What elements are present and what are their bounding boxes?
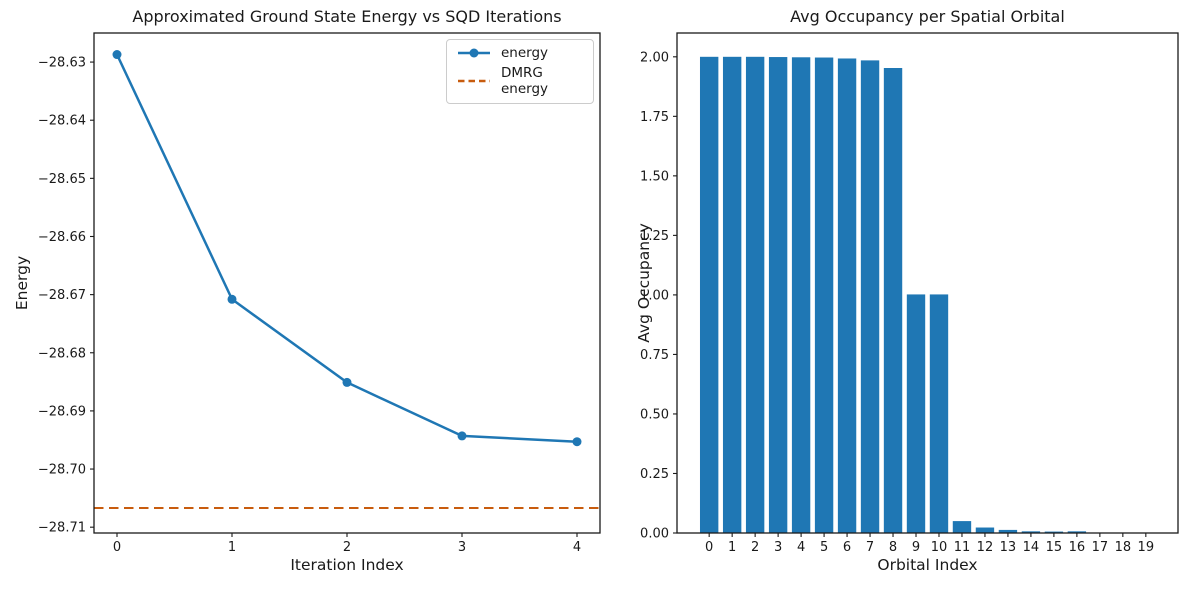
legend-entry-energy: energy	[457, 45, 583, 61]
y-tick-label: −28.70	[38, 463, 86, 478]
x-tick-label: 17	[1092, 540, 1109, 555]
x-tick-label: 7	[866, 540, 874, 555]
x-tick-label: 1	[728, 540, 736, 555]
bar	[860, 60, 880, 533]
bar	[1021, 531, 1041, 533]
bar	[929, 294, 949, 533]
x-tick-label: 4	[797, 540, 805, 555]
bar	[837, 58, 857, 533]
x-tick-label: 19	[1138, 540, 1155, 555]
bar	[906, 294, 926, 533]
bar	[814, 57, 834, 534]
bar	[1044, 531, 1064, 533]
y-tick-label: 1.25	[640, 229, 669, 244]
y-tick-label: −28.71	[38, 521, 86, 536]
y-tick-label: −28.65	[38, 172, 86, 187]
x-tick-label: 2	[343, 540, 351, 555]
bar	[1067, 531, 1087, 533]
y-tick-label: 0.00	[640, 527, 669, 542]
y-tick-label: −28.63	[38, 56, 86, 71]
legend: energy DMRG energy	[446, 39, 594, 104]
data-point	[457, 431, 467, 441]
right-chart-xlabel: Orbital Index	[877, 556, 978, 574]
data-point	[227, 294, 237, 304]
y-tick-label: 1.00	[640, 288, 669, 303]
x-tick-label: 6	[843, 540, 851, 555]
y-tick-label: 0.50	[640, 407, 669, 422]
axes-frame	[93, 32, 601, 534]
x-tick-label: 9	[912, 540, 920, 555]
bar	[952, 521, 972, 533]
data-point	[342, 377, 352, 387]
x-tick-label: 18	[1115, 540, 1132, 555]
axes-frame	[676, 32, 1179, 534]
x-tick-label: 12	[977, 540, 994, 555]
bar	[883, 68, 903, 533]
x-tick-label: 0	[705, 540, 713, 555]
x-tick-label: 0	[113, 540, 121, 555]
x-tick-label: 3	[458, 540, 466, 555]
bar	[791, 57, 811, 534]
y-tick-label: −28.66	[38, 230, 86, 245]
x-tick-label: 8	[889, 540, 897, 555]
x-tick-label: 13	[1000, 540, 1017, 555]
bar	[975, 527, 995, 533]
y-tick-label: −28.64	[38, 114, 86, 129]
legend-entry-dmrg: DMRG energy	[457, 65, 583, 97]
legend-label-dmrg: DMRG energy	[501, 65, 549, 97]
bar	[722, 56, 742, 534]
data-point	[112, 50, 122, 60]
right-chart-ylabel: Avg Occupancy	[635, 223, 653, 343]
x-tick-label: 1	[228, 540, 236, 555]
bar	[699, 56, 719, 534]
left-chart-title: Approximated Ground State Energy vs SQD …	[132, 7, 562, 26]
y-tick-label: 1.50	[640, 169, 669, 184]
left-chart-ylabel: Energy	[13, 255, 31, 311]
x-tick-label: 15	[1046, 540, 1063, 555]
x-tick-label: 5	[820, 540, 828, 555]
data-point	[572, 437, 582, 447]
y-tick-label: −28.67	[38, 288, 86, 303]
x-tick-label: 2	[751, 540, 759, 555]
right-chart-title: Avg Occupancy per Spatial Orbital	[790, 7, 1065, 26]
bar	[745, 56, 765, 534]
x-tick-label: 3	[774, 540, 782, 555]
bar	[998, 529, 1018, 533]
x-tick-label: 4	[573, 540, 581, 555]
x-tick-label: 16	[1069, 540, 1086, 555]
y-tick-label: 0.25	[640, 467, 669, 482]
y-tick-label: 0.75	[640, 348, 669, 363]
energy-line-sample-icon	[458, 48, 490, 58]
bar	[768, 57, 788, 534]
y-tick-label: −28.68	[38, 346, 86, 361]
dmrg-dashed-line-sample-icon	[458, 79, 490, 83]
y-tick-label: 1.75	[640, 110, 669, 125]
legend-label-energy: energy	[501, 45, 549, 61]
y-tick-label: 2.00	[640, 50, 669, 65]
x-tick-label: 10	[931, 540, 948, 555]
y-tick-label: −28.69	[38, 404, 86, 419]
x-tick-label: 11	[954, 540, 971, 555]
x-tick-label: 14	[1023, 540, 1040, 555]
left-chart-xlabel: Iteration Index	[290, 556, 404, 574]
